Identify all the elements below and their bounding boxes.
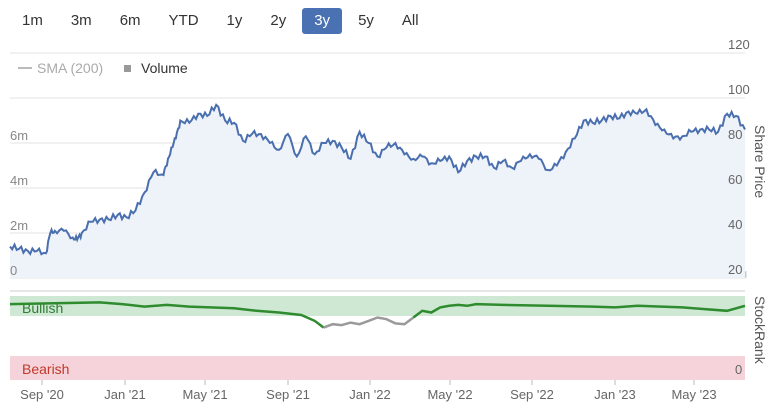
price-area (10, 104, 745, 278)
x-tick-label: Sep '20 (20, 387, 64, 402)
stockrank-grey-segment (323, 316, 415, 329)
x-tick-label: Sep '22 (510, 387, 554, 402)
range-button-1y[interactable]: 1y (226, 12, 243, 29)
volume-tick: 6m (10, 128, 28, 143)
x-tick-label: Sep '21 (266, 387, 310, 402)
price-tick: 60 (728, 172, 742, 187)
volume-tick: 4m (10, 173, 28, 188)
range-button-all[interactable]: All (401, 12, 419, 29)
range-button-1m[interactable]: 1m (22, 12, 43, 29)
volume-bar (745, 271, 747, 278)
x-tick-label: Jan '22 (349, 387, 391, 402)
price-line (9, 103, 746, 256)
bearish-label: Bearish (22, 361, 69, 377)
legend: SMA (200) Volume (18, 60, 188, 76)
x-tick-label: May '23 (671, 387, 716, 402)
range-button-ytd[interactable]: YTD (168, 12, 199, 29)
stockrank-green-segment (412, 302, 746, 319)
price-axis-ticks: 20 40 60 80 100 120 (728, 37, 750, 277)
volume-tick: 0 (10, 263, 17, 278)
x-tick-label: May '22 (427, 387, 472, 402)
volume-tick: 2m (10, 218, 28, 233)
volume-legend-icon (124, 65, 131, 72)
range-button-2y[interactable]: 2y (270, 12, 287, 29)
price-tick: 20 (728, 262, 742, 277)
stockrank-zero-tick: 0 (735, 362, 742, 377)
volume-axis-ticks: 0 2m 4m 6m (10, 128, 28, 278)
x-tick-label: May '21 (182, 387, 227, 402)
stockrank-green-segment (9, 301, 325, 329)
sma-legend-label[interactable]: SMA (200) (37, 60, 103, 76)
range-button-5y[interactable]: 5y (358, 12, 374, 29)
range-selector: 1m 3m 6m YTD 1y 2y 3y 5y All (10, 8, 435, 36)
stockrank-panel: Bullish Bearish 0 (9, 296, 746, 380)
price-tick: 40 (728, 217, 742, 232)
x-axis-ticks: Sep '20 Jan '21 May '21 Sep '21 Jan '22 May '… (20, 380, 717, 402)
bearish-band (10, 356, 745, 380)
range-button-6m[interactable]: 6m (119, 12, 141, 29)
price-tick: 80 (728, 127, 742, 142)
price-tick: 120 (728, 37, 750, 52)
range-button-3y[interactable]: 3y (302, 8, 343, 34)
stockrank-axis-title: StockRank (752, 296, 768, 365)
price-series (9, 103, 746, 278)
x-tick-label: Jan '21 (104, 387, 146, 402)
stockrank-line (9, 301, 746, 329)
x-tick-label: Jan '23 (594, 387, 636, 402)
price-axis-title: Share Price (752, 125, 768, 198)
bullish-band (10, 296, 745, 316)
volume-legend-label[interactable]: Volume (141, 60, 188, 76)
range-button-3m[interactable]: 3m (70, 12, 92, 29)
price-tick: 100 (728, 82, 750, 97)
